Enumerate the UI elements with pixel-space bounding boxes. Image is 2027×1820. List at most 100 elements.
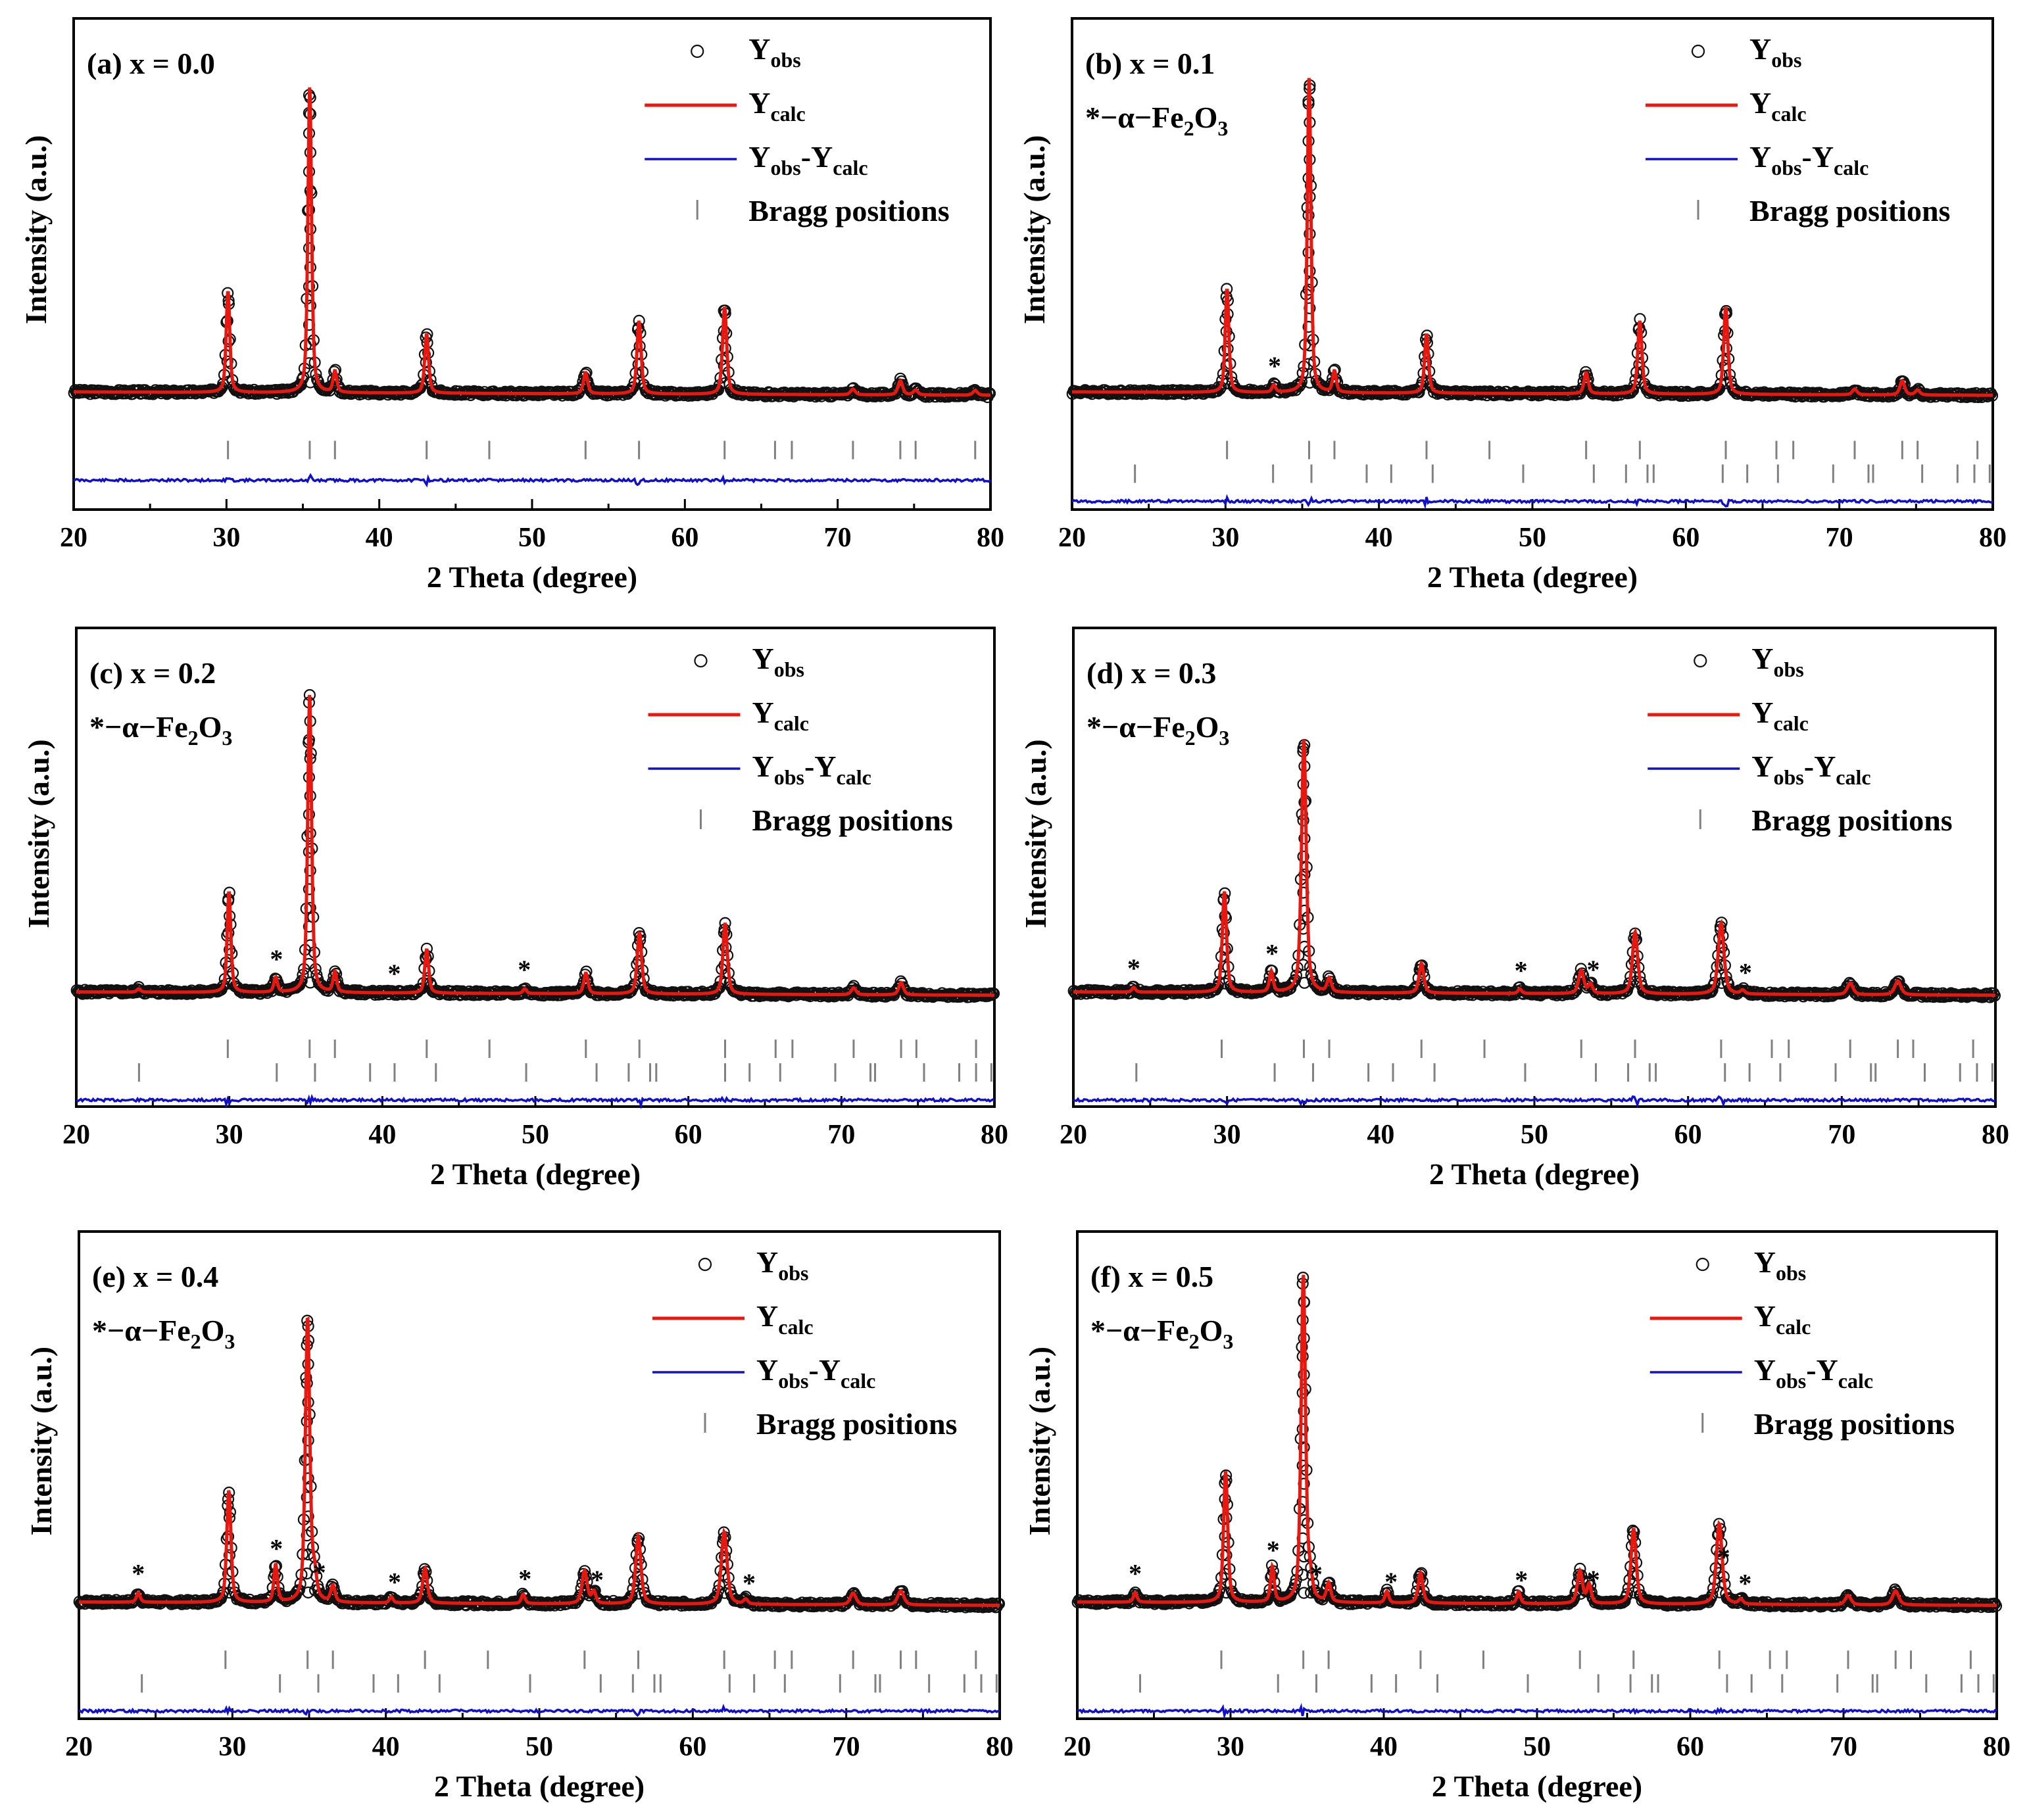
obs-point xyxy=(304,864,316,877)
x-tick-label: 60 xyxy=(1676,1732,1704,1762)
x-tick-label: 50 xyxy=(1521,1120,1548,1150)
x-tick-label: 30 xyxy=(1217,1732,1244,1762)
legend-obs-marker xyxy=(694,654,708,668)
bragg-positions xyxy=(1134,441,1991,483)
obs-point xyxy=(216,980,229,993)
x-tick-label: 40 xyxy=(1365,523,1393,553)
obs-point xyxy=(1633,358,1646,371)
x-tick-label: 50 xyxy=(1519,523,1546,553)
obs-point xyxy=(1304,265,1316,277)
x-tick-label: 30 xyxy=(216,1120,243,1150)
legend-diff-label: Yobs-Ycalc xyxy=(1749,140,1868,180)
legend-diff-label: Yobs-Ycalc xyxy=(752,750,871,789)
x-tick-label: 80 xyxy=(1983,1732,2011,1762)
x-tick-label: 30 xyxy=(1211,523,1239,553)
y-axis-title: Intensity (a.u.) xyxy=(1019,739,1052,928)
impurity-star: * xyxy=(743,1568,756,1598)
impurity-star: * xyxy=(270,1533,283,1563)
x-axis-title: 2 Theta (degree) xyxy=(1427,560,1638,594)
x-axis-title: 2 Theta (degree) xyxy=(427,560,637,594)
legend-obs-marker xyxy=(1691,44,1705,59)
x-tick-label: 40 xyxy=(1370,1732,1398,1762)
x-tick-label: 80 xyxy=(986,1732,1014,1762)
x-tick-label: 20 xyxy=(1060,1120,1087,1150)
legend-bragg-label: Bragg positions xyxy=(748,194,949,228)
panel-a: 20 30 40 50 60 70 802 Theta (degree)Intensity … xyxy=(19,17,1004,594)
x-axis-title: 2 Theta (degree) xyxy=(430,1157,641,1191)
x-tick-label: 20 xyxy=(65,1732,93,1762)
impurity-star: * xyxy=(1268,351,1281,381)
obs-point xyxy=(1304,376,1316,389)
x-tick-label: 40 xyxy=(1367,1120,1394,1150)
impurity-star: * xyxy=(1739,958,1752,988)
y-axis-title: Intensity (a.u.) xyxy=(1023,1347,1056,1536)
legend-obs-marker xyxy=(691,44,704,59)
x-tick-label: 40 xyxy=(372,1732,400,1762)
x-tick-label: 70 xyxy=(827,1120,855,1150)
x-tick-label: 30 xyxy=(212,523,240,553)
panel-label: (b) x = 0.1 xyxy=(1085,47,1215,80)
legend-calc-label: Ycalc xyxy=(1751,696,1809,735)
panel-b: 20 30 40 50 60 70 802 Theta (degree)Intensity … xyxy=(1017,17,2007,594)
obs-point xyxy=(303,883,315,896)
diff-curve xyxy=(1071,494,1993,510)
impurity-label: *−α−Fe2O3 xyxy=(1085,101,1228,140)
x-tick-label: 60 xyxy=(679,1732,706,1762)
impurity-star: * xyxy=(388,1567,401,1596)
calc-curve xyxy=(76,694,994,997)
legend-diff-label: Yobs-Ycalc xyxy=(1751,750,1870,789)
x-tick-label: 60 xyxy=(1672,523,1699,553)
legend-obs-label: Yobs xyxy=(1751,642,1803,681)
obs-point xyxy=(1302,283,1315,296)
obs-point xyxy=(304,976,316,989)
obs-point xyxy=(632,358,645,371)
x-tick-label: 80 xyxy=(977,523,1004,553)
impurity-label: *−α−Fe2O3 xyxy=(89,710,232,750)
obs-point xyxy=(304,261,316,274)
x-axis-title: 2 Theta (degree) xyxy=(1429,1157,1640,1191)
calc-curve xyxy=(1072,78,1993,397)
legend-bragg-label: Bragg positions xyxy=(756,1407,957,1441)
x-tick-label: 20 xyxy=(62,1120,90,1150)
y-axis-title: Intensity (a.u.) xyxy=(1017,135,1051,324)
y-axis-title: Intensity (a.u.) xyxy=(19,135,53,324)
calc-curve xyxy=(74,87,990,397)
panel-label: (d) x = 0.3 xyxy=(1087,656,1216,690)
x-tick-label: 70 xyxy=(1830,1732,1857,1762)
legend-calc-label: Ycalc xyxy=(1749,86,1807,126)
impurity-star: * xyxy=(313,1558,326,1587)
x-tick-label: 50 xyxy=(518,523,546,553)
x-tick-label: 50 xyxy=(1523,1732,1551,1762)
legend-diff-label: Yobs-Ycalc xyxy=(748,140,867,180)
impurity-star: * xyxy=(1265,939,1279,969)
legend-obs-marker xyxy=(1694,654,1707,668)
x-tick-label: 50 xyxy=(525,1732,553,1762)
legend-bragg-label: Bragg positions xyxy=(1754,1407,1955,1441)
bragg-positions xyxy=(227,441,977,460)
x-tick-label: 70 xyxy=(1826,523,1853,553)
x-tick-label: 70 xyxy=(833,1732,860,1762)
obs-point xyxy=(1286,976,1299,990)
legend-obs-label: Yobs xyxy=(752,642,804,681)
x-tick-label: 80 xyxy=(1982,1120,2009,1150)
x-axis-title: 2 Theta (degree) xyxy=(1432,1769,1642,1803)
panel-label: (e) x = 0.4 xyxy=(92,1260,218,1293)
x-tick-label: 40 xyxy=(368,1120,396,1150)
impurity-label: *−α−Fe2O3 xyxy=(1087,710,1229,750)
x-tick-label: 80 xyxy=(981,1120,1008,1150)
obs-point xyxy=(303,846,315,858)
impurity-star: * xyxy=(518,955,531,984)
obs-point xyxy=(303,280,316,293)
x-axis-title: 2 Theta (degree) xyxy=(434,1769,645,1803)
legend-calc-label: Ycalc xyxy=(752,696,809,735)
panel-label: (c) x = 0.2 xyxy=(89,656,216,690)
x-tick-label: 40 xyxy=(366,523,393,553)
impurity-star: * xyxy=(387,959,401,988)
x-tick-label: 70 xyxy=(1828,1120,1855,1150)
diff-curve xyxy=(76,1093,995,1110)
impurity-star: * xyxy=(132,1558,145,1588)
legend-bragg-label: Bragg positions xyxy=(752,803,952,837)
obs-point xyxy=(1712,384,1724,396)
obs-point xyxy=(1706,984,1719,996)
